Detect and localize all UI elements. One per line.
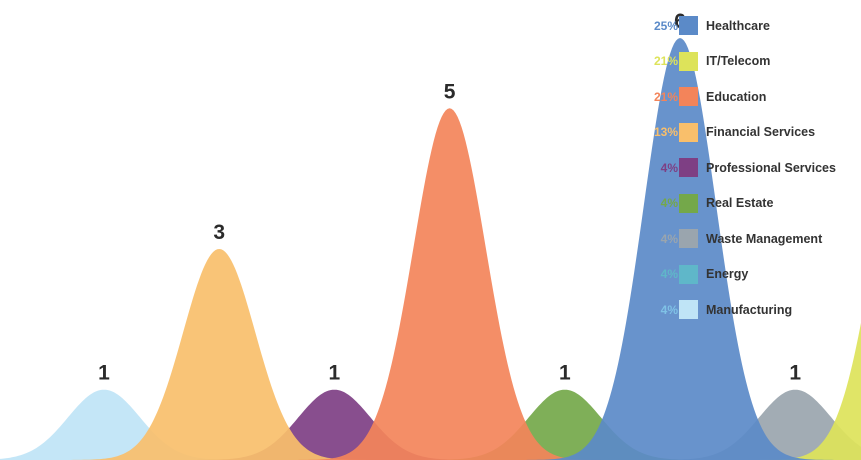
legend-label: IT/Telecom xyxy=(706,54,771,69)
legend-label: Real Estate xyxy=(706,196,774,211)
legend-label: Education xyxy=(706,89,767,104)
legend-percent: 21% xyxy=(653,89,678,104)
curve-real-estate xyxy=(402,389,727,460)
legend-label: Manufacturing xyxy=(706,302,793,317)
curve-professional-services xyxy=(172,389,497,460)
legend-label: Financial Services xyxy=(706,125,816,140)
curve-healthcare xyxy=(518,38,842,460)
legend-item-financial-services: 13% Financial Services xyxy=(640,115,860,151)
legend-percent: 21% xyxy=(653,54,678,69)
curve-it-telecom xyxy=(748,322,861,460)
legend-swatch xyxy=(679,300,698,320)
curve-financial-services xyxy=(57,249,382,460)
curve-manufacturing xyxy=(0,389,266,460)
legend-percent: 4% xyxy=(660,231,678,246)
legend-percent: 4% xyxy=(660,302,678,317)
peak-label-real-estate: 1 xyxy=(559,362,571,385)
legend-item-education: 21% Education xyxy=(640,79,860,115)
legend-item-it-telecom: 21% IT/Telecom xyxy=(640,44,860,80)
peak-label-professional-services: 1 xyxy=(329,362,341,385)
curve-waste-management xyxy=(633,389,861,460)
legend-percent: 25% xyxy=(653,18,678,33)
peak-label-manufacturing: 1 xyxy=(98,362,110,385)
legend-label: Energy xyxy=(706,267,749,282)
legend-item-healthcare: 25% Healthcare xyxy=(640,8,860,44)
legend-swatch xyxy=(679,193,698,213)
peak-label-financial-services: 3 xyxy=(213,221,225,244)
legend-swatch xyxy=(679,264,698,284)
legend-item-energy: 4% Energy xyxy=(640,257,860,293)
legend-item-professional-services: 4% Professional Services xyxy=(640,150,860,186)
peak-label-waste-management: 1 xyxy=(789,362,801,385)
legend-swatch xyxy=(679,229,698,249)
legend-label: Healthcare xyxy=(706,18,770,33)
legend-item-waste-management: 4% Waste Management xyxy=(640,221,860,257)
legend-label: Professional Services xyxy=(706,160,836,175)
legend-swatch xyxy=(679,158,698,178)
legend-percent: 13% xyxy=(653,125,678,140)
legend: 25% Healthcare 21% IT/Telecom 21% Education 13… xyxy=(640,8,860,328)
legend-item-real-estate: 4% Real Estate xyxy=(640,186,860,222)
legend-percent: 4% xyxy=(660,267,678,282)
curve-education xyxy=(287,108,612,460)
peak-label-education: 5 xyxy=(444,80,456,103)
legend-swatch xyxy=(679,16,698,36)
legend-swatch xyxy=(679,122,698,142)
legend-swatch xyxy=(679,51,698,71)
legend-swatch xyxy=(679,87,698,107)
legend-label: Waste Management xyxy=(706,231,823,246)
legend-percent: 4% xyxy=(660,160,678,175)
legend-item-manufacturing: 4% Manufacturing xyxy=(640,292,860,328)
legend-percent: 4% xyxy=(660,196,678,211)
